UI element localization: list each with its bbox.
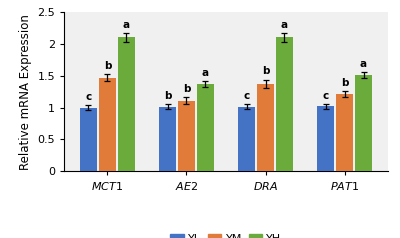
Bar xyxy=(336,94,353,171)
Text: c: c xyxy=(244,91,250,101)
Bar xyxy=(238,107,255,171)
Bar xyxy=(99,78,116,171)
Bar xyxy=(257,84,274,171)
Text: b: b xyxy=(183,84,190,94)
Text: a: a xyxy=(360,59,367,69)
Text: a: a xyxy=(123,20,130,30)
Bar xyxy=(80,108,97,171)
Text: a: a xyxy=(281,20,288,30)
Bar xyxy=(276,37,293,171)
Text: b: b xyxy=(104,61,111,71)
Bar xyxy=(159,107,176,171)
Text: b: b xyxy=(341,78,348,88)
Bar xyxy=(178,101,195,171)
Bar xyxy=(118,37,135,171)
Text: c: c xyxy=(322,91,329,101)
Text: a: a xyxy=(202,68,209,78)
Bar xyxy=(355,75,372,171)
Legend: YL, YM, YH: YL, YM, YH xyxy=(166,229,286,238)
Bar xyxy=(317,106,334,171)
Text: c: c xyxy=(85,92,92,102)
Y-axis label: Relative mRNA Expression: Relative mRNA Expression xyxy=(19,14,32,169)
Text: b: b xyxy=(262,66,269,76)
Bar xyxy=(197,84,214,171)
Text: b: b xyxy=(164,91,171,101)
